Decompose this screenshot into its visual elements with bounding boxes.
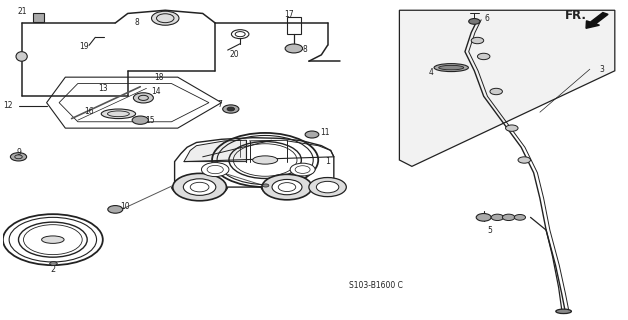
Text: 15: 15 [145, 116, 154, 125]
Circle shape [183, 179, 216, 196]
Circle shape [132, 116, 148, 124]
Text: 1: 1 [325, 157, 330, 166]
Text: 10: 10 [120, 202, 129, 211]
Text: 9: 9 [16, 148, 21, 156]
Text: 14: 14 [151, 87, 161, 96]
Text: 19: 19 [79, 42, 89, 52]
Bar [33, 13, 44, 22]
Ellipse shape [556, 309, 571, 314]
Circle shape [232, 30, 249, 39]
Text: 3: 3 [600, 65, 605, 74]
Circle shape [514, 214, 526, 220]
Ellipse shape [439, 65, 463, 70]
Text: 2: 2 [50, 265, 55, 275]
Ellipse shape [434, 64, 468, 72]
Circle shape [317, 181, 339, 193]
Circle shape [477, 53, 490, 60]
Text: 4: 4 [429, 68, 434, 77]
Ellipse shape [101, 109, 136, 119]
Circle shape [151, 11, 179, 25]
Circle shape [309, 178, 346, 197]
Bar [287, 17, 301, 34]
Circle shape [471, 37, 484, 44]
Text: FR.: FR. [565, 10, 587, 22]
Circle shape [11, 153, 26, 161]
Text: 17: 17 [284, 10, 294, 19]
Circle shape [173, 173, 227, 201]
Ellipse shape [252, 156, 278, 164]
Circle shape [108, 205, 123, 213]
Circle shape [133, 93, 153, 103]
Circle shape [202, 163, 229, 177]
Text: 8: 8 [135, 18, 139, 27]
Circle shape [272, 180, 302, 195]
Text: 13: 13 [98, 84, 107, 93]
Ellipse shape [16, 52, 27, 61]
Text: 7: 7 [218, 100, 223, 109]
FancyArrow shape [586, 12, 608, 28]
Circle shape [305, 131, 319, 138]
Text: S103-B1600 C: S103-B1600 C [349, 281, 403, 290]
Text: 18: 18 [154, 73, 164, 82]
Circle shape [506, 125, 518, 131]
Circle shape [290, 163, 315, 176]
Polygon shape [184, 140, 246, 162]
Circle shape [262, 174, 312, 200]
Circle shape [491, 214, 504, 220]
Text: 12: 12 [3, 101, 13, 110]
Ellipse shape [41, 236, 64, 244]
Circle shape [263, 184, 269, 187]
Text: 8: 8 [303, 44, 308, 54]
Text: 16: 16 [84, 107, 94, 116]
Text: 20: 20 [229, 50, 239, 59]
Circle shape [227, 107, 234, 111]
Circle shape [285, 44, 303, 53]
Text: 21: 21 [17, 7, 26, 16]
Circle shape [476, 213, 491, 221]
Circle shape [518, 157, 531, 163]
Polygon shape [399, 10, 615, 166]
Polygon shape [175, 138, 334, 187]
Circle shape [490, 88, 502, 95]
Text: 6: 6 [484, 14, 489, 23]
Text: 11: 11 [320, 128, 329, 137]
Circle shape [223, 105, 239, 113]
Circle shape [468, 19, 480, 24]
Text: 5: 5 [487, 226, 492, 235]
Circle shape [50, 262, 57, 266]
Circle shape [502, 214, 515, 220]
